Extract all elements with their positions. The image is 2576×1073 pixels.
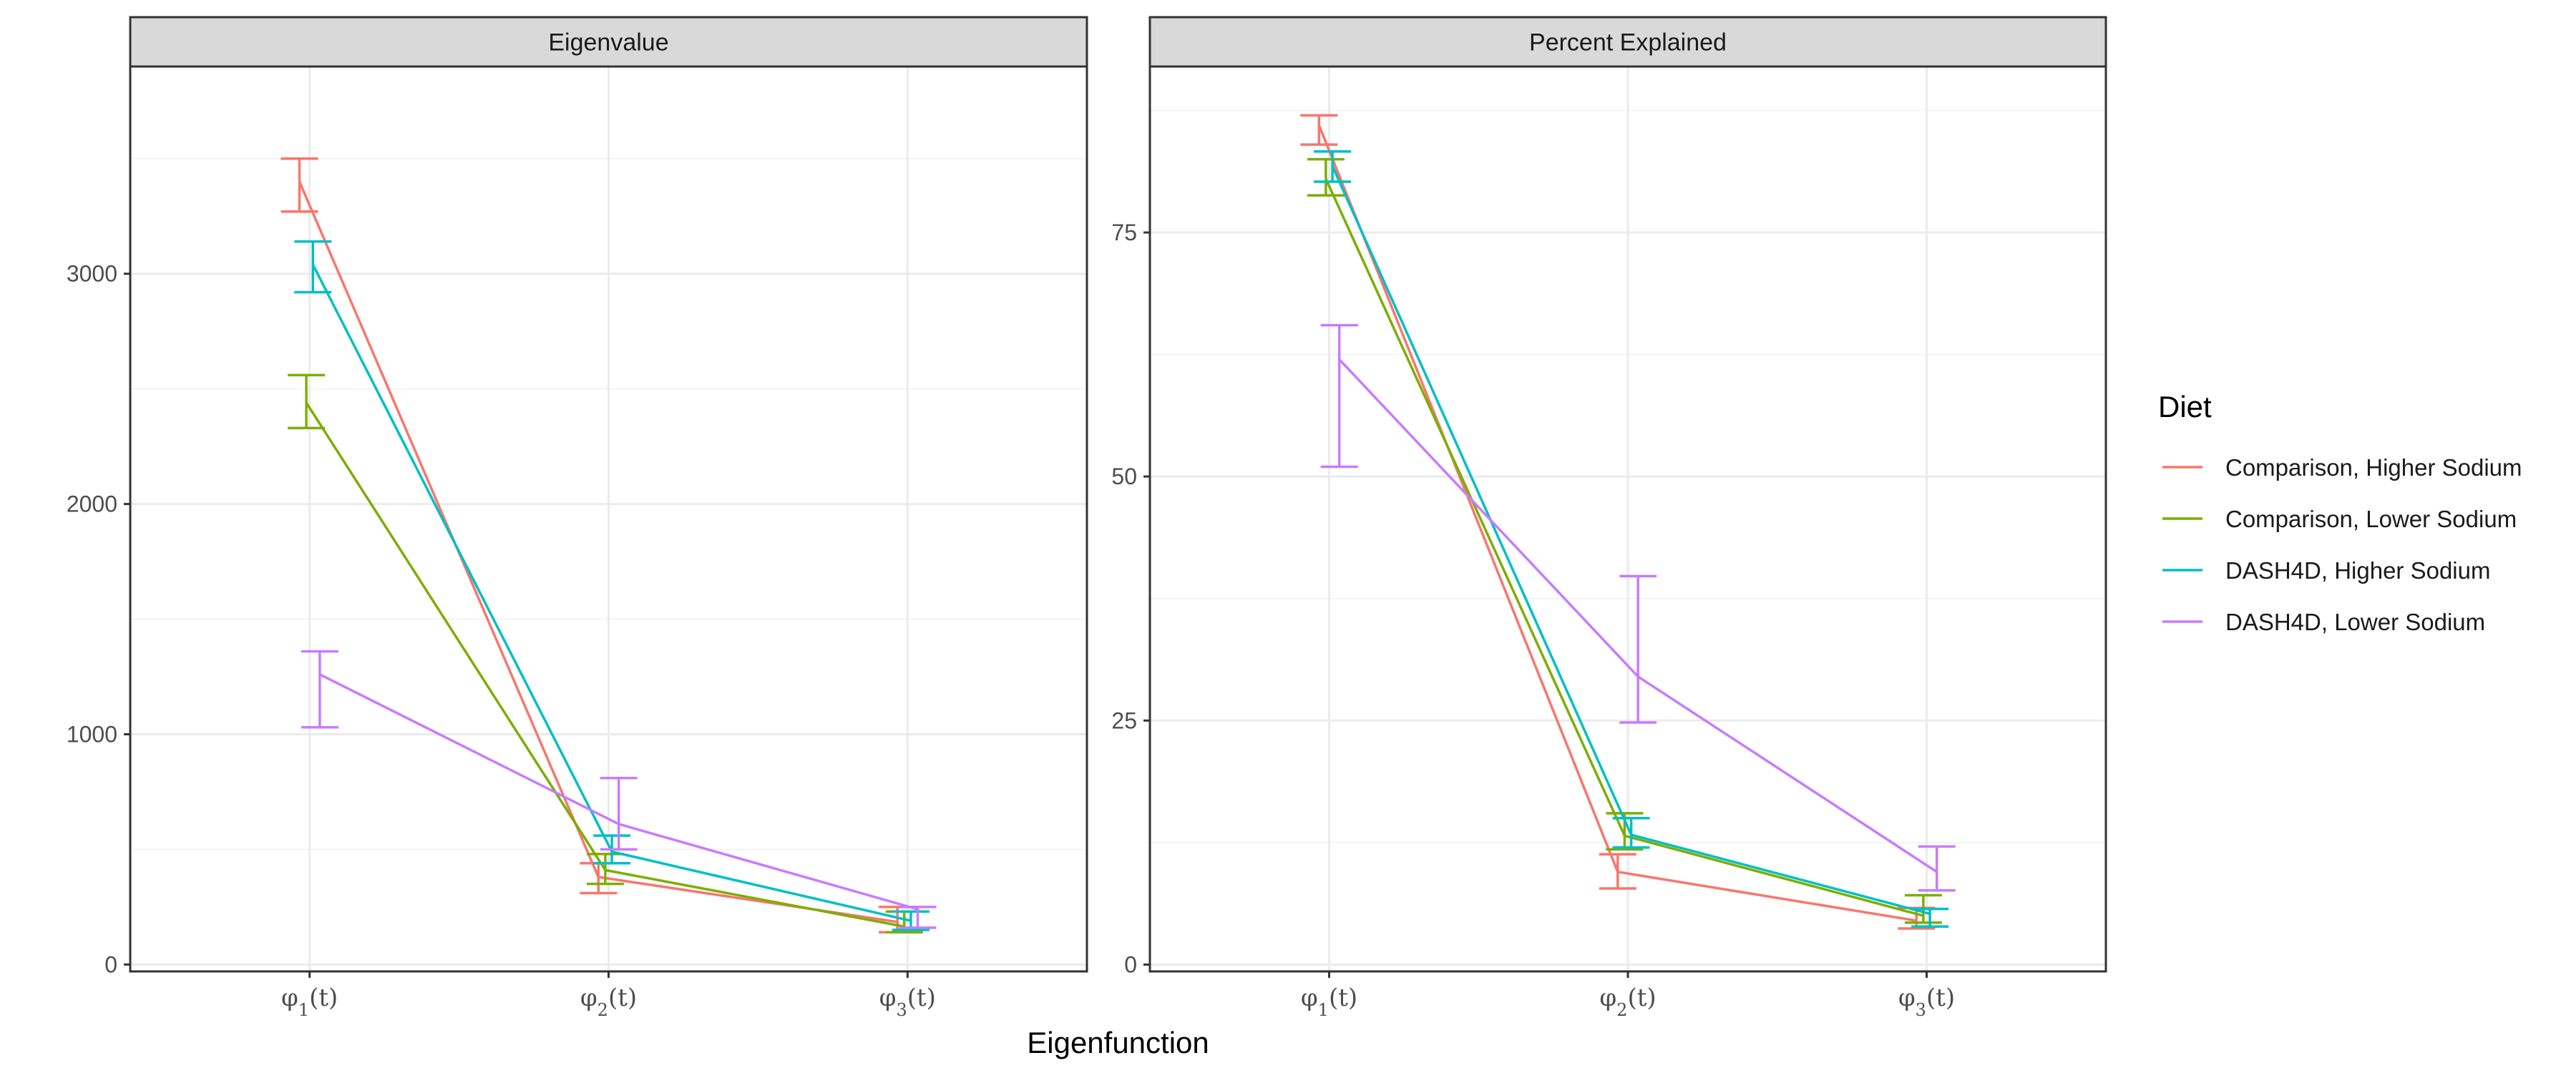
legend-item: DASH4D, Higher Sodium xyxy=(2162,557,2490,584)
legend-label: DASH4D, Lower Sodium xyxy=(2225,609,2485,635)
x-tick-label-subscript: 1 xyxy=(1318,1000,1329,1020)
x-tick-label: φ1(t) xyxy=(1301,984,1357,1020)
y-tick-label: 2000 xyxy=(67,491,117,517)
facet-strip xyxy=(129,16,1088,68)
x-tick-label-symbol: φ xyxy=(580,984,597,1012)
legend-title: Diet xyxy=(2158,390,2212,423)
x-tick-label-subscript: 2 xyxy=(1616,1000,1627,1020)
x-tick-label: φ3(t) xyxy=(879,984,936,1020)
errorbar xyxy=(1314,150,1352,183)
errorbar xyxy=(1619,574,1657,724)
x-tick-label: φ2(t) xyxy=(580,984,637,1020)
x-tick-label-symbol: φ xyxy=(879,984,897,1012)
x-tick-label: φ3(t) xyxy=(1898,984,1955,1020)
x-tick-label-suffix: (t) xyxy=(608,984,637,1012)
x-tick-label-symbol: φ xyxy=(1599,984,1616,1012)
errorbar xyxy=(280,157,318,213)
legend-label: DASH4D, Higher Sodium xyxy=(2225,557,2490,584)
errorbar xyxy=(1911,907,1949,928)
x-tick-label-suffix: (t) xyxy=(1926,984,1955,1012)
x-tick-label-subscript: 1 xyxy=(298,1000,309,1020)
y-tick-label: 3000 xyxy=(67,261,117,287)
x-tick-label-symbol: φ xyxy=(1898,984,1916,1012)
errorbar xyxy=(1599,853,1636,890)
x-tick-label-subscript: 3 xyxy=(1916,1000,1926,1020)
x-tick-label-suffix: (t) xyxy=(1329,984,1357,1012)
x-axis-title: Eigenfunction xyxy=(1027,1026,1209,1059)
x-tick-label-subscript: 3 xyxy=(896,1000,907,1020)
legend-item: DASH4D, Lower Sodium xyxy=(2162,609,2485,635)
errorbar xyxy=(600,776,638,851)
y-tick-label: 0 xyxy=(1124,951,1137,977)
legend-label: Comparison, Higher Sodium xyxy=(2225,454,2522,481)
x-tick-label-suffix: (t) xyxy=(309,984,338,1012)
x-tick-label-suffix: (t) xyxy=(1627,984,1656,1012)
y-tick-label: 50 xyxy=(1111,464,1137,489)
x-tick-label-symbol: φ xyxy=(281,984,298,1012)
errorbar xyxy=(1320,323,1358,469)
legend-item: Comparison, Higher Sodium xyxy=(2162,454,2522,481)
errorbar xyxy=(1300,114,1338,146)
x-tick-label: φ1(t) xyxy=(281,984,338,1020)
x-tick-label: φ2(t) xyxy=(1599,984,1656,1020)
errorbar xyxy=(301,650,338,729)
facet-strip xyxy=(1148,16,2107,68)
legend-label: Comparison, Lower Sodium xyxy=(2225,506,2517,532)
x-tick-label-symbol: φ xyxy=(1301,984,1318,1012)
facet-strip-title: Eigenvalue xyxy=(548,29,668,57)
y-tick-label: 75 xyxy=(1111,220,1137,245)
errorbar xyxy=(1307,157,1345,197)
y-tick-label: 0 xyxy=(104,951,117,977)
x-tick-label-suffix: (t) xyxy=(907,984,936,1012)
y-tick-label: 1000 xyxy=(67,721,117,747)
legend: Diet Comparison, Higher Sodium Comparison,… xyxy=(2158,390,2522,635)
y-tick-label: 25 xyxy=(1111,707,1137,733)
legend-item: Comparison, Lower Sodium xyxy=(2162,506,2517,532)
errorbar xyxy=(1612,817,1650,849)
errorbar xyxy=(294,240,332,294)
facet-strip-title: Percent Explained xyxy=(1529,29,1727,57)
x-tick-label-subscript: 2 xyxy=(597,1000,608,1020)
errorbar xyxy=(1918,845,1956,892)
errorbar xyxy=(899,906,937,929)
errorbar xyxy=(288,373,326,430)
